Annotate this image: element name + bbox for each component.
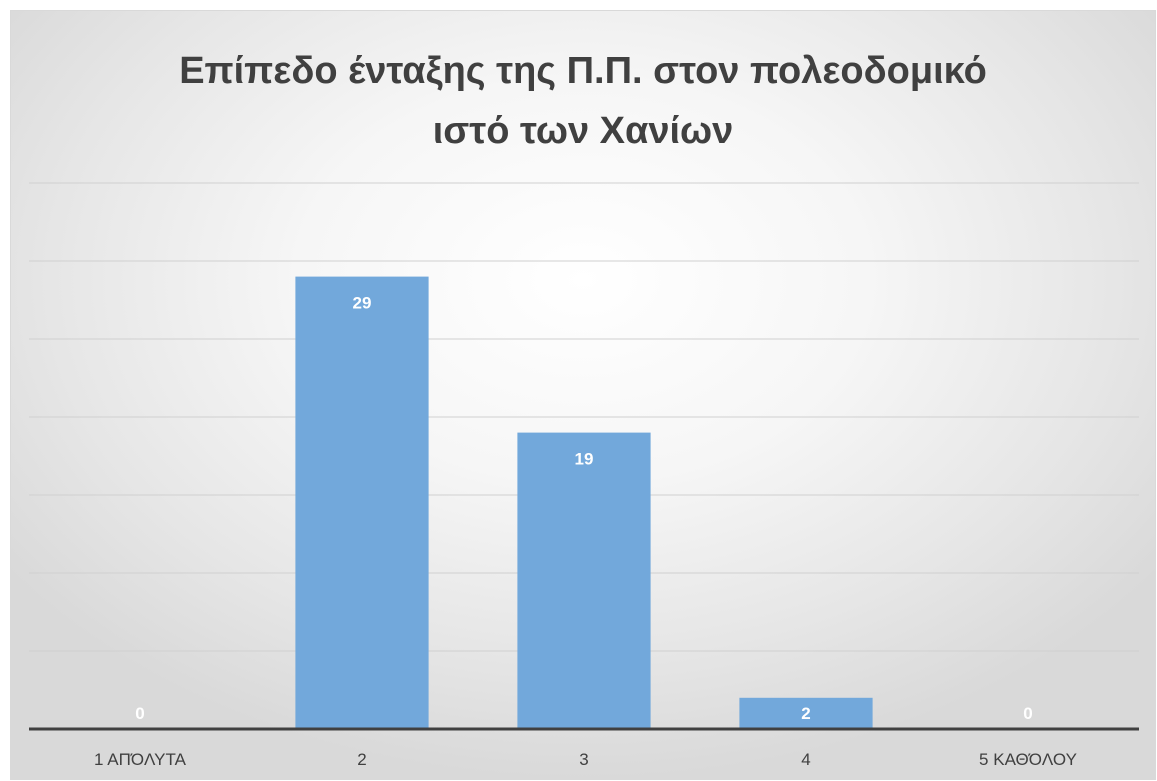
- category-label: 4: [801, 750, 810, 769]
- data-label: 29: [353, 294, 372, 313]
- category-label: 3: [579, 750, 588, 769]
- category-label: 2: [357, 750, 366, 769]
- category-label: 1 ΑΠΌΛΥΤΑ: [94, 750, 187, 769]
- chart-title-line-2: ιστό των Χανίων: [432, 110, 734, 152]
- data-label: 0: [135, 704, 144, 723]
- chart-frame: Επίπεδο ένταξης της Π.Π. στον πολεοδομικ…: [10, 10, 1156, 780]
- data-label: 19: [575, 450, 594, 469]
- data-label: 2: [801, 704, 810, 723]
- bar-chart-plot: 0 1 ΑΠΌΛΥΤΑ 29 2 19 3 2 4 0 5 ΚΑΘΌΛΟΥ: [29, 182, 1139, 769]
- bar: [517, 432, 651, 729]
- chart-title-line-1: Επίπεδο ένταξης της Π.Π. στον πολεοδομικ…: [179, 50, 987, 92]
- chart-title: Επίπεδο ένταξης της Π.Π. στον πολεοδομικ…: [11, 41, 1155, 161]
- category-label: 5 ΚΑΘΌΛΟΥ: [979, 750, 1077, 769]
- bar: [295, 276, 429, 729]
- bar: [739, 697, 873, 729]
- data-label: 0: [1023, 704, 1032, 723]
